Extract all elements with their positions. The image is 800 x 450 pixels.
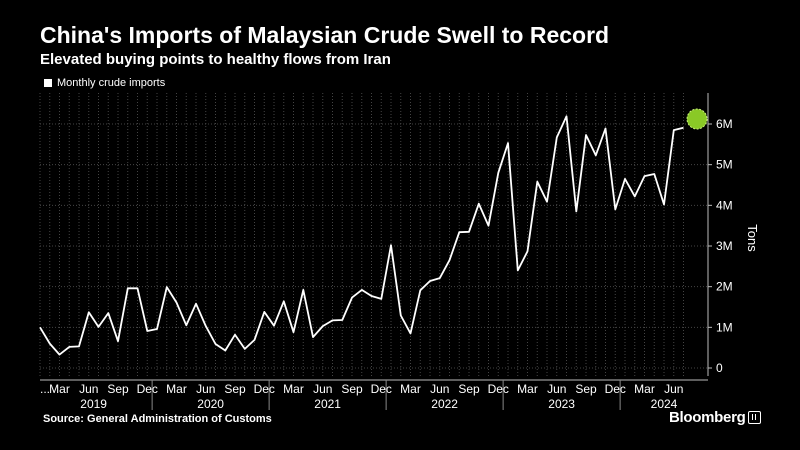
x-tick-label: Jun (196, 382, 215, 396)
x-tick-label: Mar (166, 382, 187, 396)
x-tick-label: Dec (254, 382, 275, 396)
x-tick-label: Dec (137, 382, 158, 396)
y-tick-label: 2M (716, 280, 733, 294)
x-tick-label: Mar (283, 382, 304, 396)
x-tick-label: Jun (430, 382, 449, 396)
x-tick-label: Jun (79, 382, 98, 396)
chart-subtitle: Elevated buying points to healthy flows … (40, 51, 391, 68)
x-year-label: 2024 (651, 397, 678, 411)
x-tick-label: ... (40, 382, 50, 396)
source-note: Source: General Administration of Custom… (43, 413, 272, 425)
y-tick-label: 5M (716, 158, 733, 172)
x-tick-label: Jun (664, 382, 683, 396)
series-line-monthly-crude-imports (39, 115, 684, 356)
bloomberg-terminal-icon (748, 411, 762, 424)
x-year-label: 2019 (80, 397, 107, 411)
x-tick-label: Mar (517, 382, 538, 396)
x-tick-label: Mar (400, 382, 421, 396)
x-year-label: 2021 (314, 397, 341, 411)
x-tick-label: Sep (458, 382, 480, 396)
x-axis: ... Mar Jun Sep Dec Mar Jun Sep Dec Mar Jun Sep Dec M… (40, 379, 708, 411)
brand-name: Bloomberg (669, 409, 746, 426)
x-year-label: 2023 (548, 397, 575, 411)
legend-label: Monthly crude imports (57, 77, 166, 89)
x-tick-label: Sep (575, 382, 597, 396)
x-tick-label: Sep (224, 382, 246, 396)
grid (39, 93, 708, 376)
x-tick-label: Dec (605, 382, 626, 396)
x-tick-label: Mar (49, 382, 70, 396)
x-tick-label: Dec (488, 382, 509, 396)
bloomberg-logo: Bloomberg (669, 409, 762, 426)
x-tick-label: Jun (313, 382, 332, 396)
legend: Monthly crude imports (44, 77, 165, 89)
y-tick-label: 1M (716, 320, 733, 334)
series-layer (39, 108, 708, 356)
x-tick-label: Mar (634, 382, 655, 396)
chart-title: China's Imports of Malaysian Crude Swell… (40, 22, 610, 48)
x-year-label: 2022 (431, 397, 458, 411)
x-year-label: 2020 (197, 397, 224, 411)
y-axis-label: Tons (745, 224, 760, 252)
y-axis: 0 1M 2M 3M 4M 5M 6M (707, 93, 733, 376)
y-tick-label: 6M (716, 117, 733, 131)
x-tick-label: Dec (371, 382, 392, 396)
x-tick-label: Jun (547, 382, 566, 396)
x-tick-label: Sep (341, 382, 363, 396)
y-tick-label: 4M (716, 198, 733, 212)
legend-swatch (44, 79, 52, 87)
y-tick-label: 0 (716, 361, 723, 375)
y-tick-label: 3M (716, 239, 733, 253)
x-tick-label: Sep (107, 382, 129, 396)
record-highlight-marker (686, 108, 708, 130)
